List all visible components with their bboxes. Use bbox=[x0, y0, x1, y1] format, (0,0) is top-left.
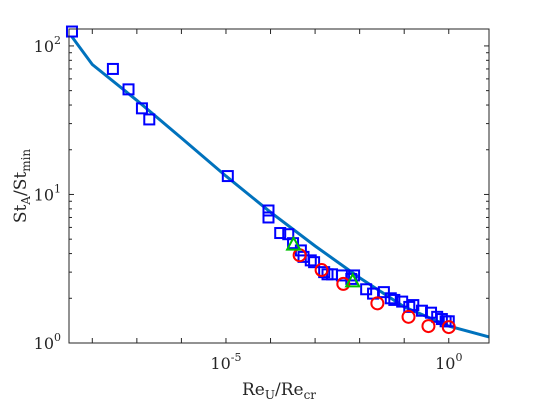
square-point bbox=[274, 227, 287, 240]
square-point bbox=[262, 204, 275, 217]
circle-point bbox=[336, 276, 351, 291]
plot-marks bbox=[65, 25, 489, 339]
fit-line bbox=[70, 36, 489, 339]
square-point bbox=[388, 293, 401, 306]
square-point bbox=[143, 113, 156, 126]
x-axis-label: ReU/Recr bbox=[242, 380, 316, 402]
square-point bbox=[318, 266, 331, 279]
y-axis-label: StA/Stmin bbox=[11, 149, 33, 224]
square-point bbox=[384, 292, 397, 305]
square-point bbox=[135, 102, 148, 115]
y-tick-label: 100 bbox=[34, 331, 61, 353]
square-point bbox=[435, 313, 448, 326]
square-point bbox=[221, 170, 234, 183]
circle-point bbox=[441, 320, 456, 335]
square-point bbox=[122, 83, 135, 96]
circle-point bbox=[314, 263, 329, 278]
square-point bbox=[348, 269, 361, 282]
y-tick-label: 102 bbox=[34, 34, 61, 56]
circle-point bbox=[421, 319, 436, 334]
y-tick-label: 101 bbox=[34, 182, 61, 204]
square-point bbox=[304, 254, 317, 267]
circle-point bbox=[401, 309, 416, 324]
triangle-point bbox=[344, 272, 361, 288]
square-point bbox=[442, 315, 455, 328]
x-tick-label: 10-5 bbox=[210, 351, 241, 373]
circle-point bbox=[370, 296, 385, 311]
triangle-point bbox=[285, 235, 302, 251]
square-point bbox=[377, 286, 390, 299]
x-tick-label: 100 bbox=[435, 351, 462, 373]
square-point bbox=[262, 211, 275, 224]
square-point bbox=[106, 62, 119, 75]
square-point bbox=[65, 25, 78, 38]
plot-frame bbox=[68, 28, 490, 344]
axis-ticks: 10-5 100 100 101 102 bbox=[34, 29, 489, 373]
square-point bbox=[308, 256, 321, 269]
